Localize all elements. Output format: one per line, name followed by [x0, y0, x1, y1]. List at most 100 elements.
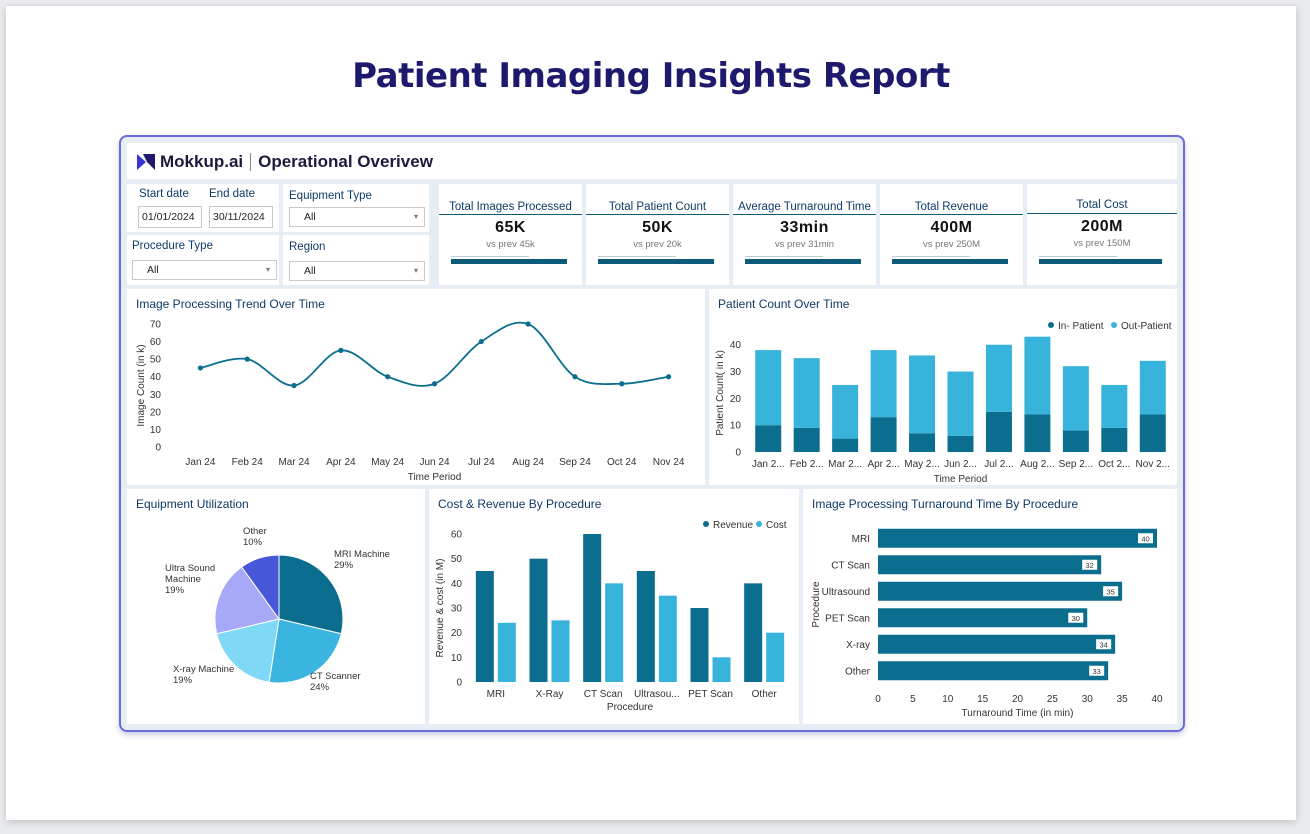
x-tick-label: Nov 24 — [653, 457, 685, 468]
x-tick-label: Sep 2... — [1059, 459, 1093, 470]
turnaround-panel: Image Processing Turnaround Time By Proc… — [803, 489, 1177, 724]
x-axis-label: Time Period — [934, 474, 988, 485]
y-tick-label: 60 — [451, 530, 463, 541]
out-patient-bar — [1101, 384, 1128, 428]
kpi-value: 33min — [780, 219, 829, 236]
in-patient-bar — [1101, 427, 1128, 452]
x-tick-label: May 24 — [371, 457, 404, 468]
slice-label: Machine — [165, 574, 201, 585]
x-tick-label: Jan 2... — [752, 459, 785, 470]
x-tick-label: 0 — [875, 694, 881, 705]
slice-label: CT Scanner — [310, 671, 361, 682]
x-tick-label: PET Scan — [688, 689, 733, 700]
chart-title: Equipment Utilization — [136, 497, 249, 511]
slice-percent: 29% — [334, 560, 354, 571]
x-tick-label: Jun 2... — [944, 459, 977, 470]
x-tick-label: 25 — [1047, 694, 1059, 705]
legend-out-patient-dot — [1111, 322, 1117, 328]
y-tick-label: 70 — [150, 320, 162, 331]
kpi-prev-bar — [1039, 256, 1117, 257]
kpi-previous: vs prev 20k — [633, 239, 682, 250]
x-tick-label: 10 — [942, 694, 954, 705]
legend-cost-label: Cost — [766, 520, 787, 531]
turnaround-bar — [878, 634, 1116, 654]
y-tick-label: 50 — [451, 554, 463, 565]
in-patient-bar — [832, 438, 859, 452]
legend-in-patient-dot — [1048, 322, 1054, 328]
data-point — [478, 338, 484, 345]
y-tick-label: X-ray — [846, 640, 870, 651]
in-patient-bar — [793, 427, 820, 452]
x-tick-label: MRI — [487, 689, 505, 700]
turnaround-bar — [878, 528, 1157, 548]
kpi-card-cost: Total Cost 200M vs prev 150M — [1027, 184, 1177, 285]
mokkup-logo-icon — [137, 154, 155, 170]
y-tick-label: 0 — [155, 443, 161, 454]
out-patient-bar — [1062, 366, 1089, 431]
end-date-input[interactable]: 30/11/2024 — [209, 206, 273, 228]
x-tick-label: 40 — [1151, 694, 1163, 705]
kpi-value: 200M — [1080, 218, 1124, 235]
kpi-progress-bar — [451, 259, 567, 264]
chart-title: Patient Count Over Time — [718, 297, 850, 311]
kpi-title: Total Cost — [1076, 199, 1128, 211]
dashboard-header: Mokkup.ai Operational Overivew — [127, 143, 1177, 179]
data-point — [619, 381, 625, 387]
legend-out-patient-label: Out-Patient — [1121, 321, 1172, 332]
cost-revenue-panel: Cost & Revenue By Procedure 0 10 20 30 40 50 6… — [429, 489, 799, 724]
x-tick-label: Ultrasou... — [634, 689, 680, 700]
kpi-divider — [880, 214, 1023, 215]
kpi-progress-bar — [745, 259, 861, 264]
y-axis-label: Patient Count( in k) — [715, 350, 726, 436]
patient-count-panel: Patient Count Over Time 0 10 20 30 40 Patient… — [709, 289, 1177, 485]
dashboard-title: Operational Overivew — [258, 152, 433, 171]
revenue-bar — [690, 608, 709, 682]
region-value: All — [304, 265, 316, 277]
start-date-input[interactable]: 01/01/2024 — [138, 206, 202, 228]
out-patient-bar — [832, 384, 859, 439]
in-patient-bar — [947, 435, 974, 452]
trend-line — [200, 321, 669, 387]
chevron-down-icon: ▾ — [265, 265, 270, 274]
kpi-card-patients: Total Patient Count 50K vs prev 20k — [586, 184, 729, 285]
kpi-divider — [439, 214, 582, 215]
header-divider — [250, 153, 252, 171]
procedure-type-value: All — [147, 264, 159, 276]
slice-percent: 10% — [243, 537, 263, 548]
in-patient-bar — [1062, 430, 1089, 452]
out-patient-bar — [755, 350, 782, 426]
y-axis-label: Image Count (in k) — [136, 344, 147, 426]
data-label: 33 — [1093, 667, 1101, 676]
procedure-filter-panel: Procedure Type All ▾ — [127, 235, 279, 285]
cost-bar — [658, 595, 677, 682]
x-tick-label: May 2... — [904, 459, 940, 470]
x-tick-label: 35 — [1117, 694, 1129, 705]
in-patient-bar — [870, 417, 897, 452]
y-tick-label: 20 — [730, 394, 742, 405]
kpi-card-images: Total Images Processed 65K vs prev 45k — [439, 184, 582, 285]
equipment-type-select[interactable]: All ▾ — [289, 207, 425, 227]
y-tick-label: 30 — [150, 390, 162, 401]
x-tick-label: X-Ray — [536, 689, 564, 700]
procedure-type-select[interactable]: All ▾ — [132, 260, 277, 280]
pie-slice — [278, 554, 344, 635]
region-filter-panel: Region All ▾ — [283, 235, 429, 285]
x-tick-label: Feb 2... — [790, 459, 824, 470]
region-select[interactable]: All ▾ — [289, 261, 425, 281]
out-patient-bar — [947, 371, 974, 436]
kpi-divider — [586, 214, 729, 215]
slice-percent: 24% — [310, 682, 330, 693]
slice-percent: 19% — [165, 585, 185, 596]
kpi-title: Total Patient Count — [608, 201, 707, 213]
equipment-type-label: Equipment Type — [289, 190, 372, 202]
y-tick-label: 10 — [150, 425, 162, 436]
x-tick-label: 20 — [1012, 694, 1024, 705]
x-tick-label: 15 — [977, 694, 989, 705]
kpi-previous: vs prev 45k — [486, 239, 535, 250]
data-label: 35 — [1106, 587, 1114, 596]
kpi-card-turnaround: Average Turnaround Time 33min vs prev 31… — [733, 184, 876, 285]
kpi-prev-bar — [598, 256, 676, 257]
in-patient-bar — [985, 411, 1012, 452]
y-axis-label: Procedure — [811, 581, 822, 628]
y-tick-label: 10 — [451, 653, 463, 664]
